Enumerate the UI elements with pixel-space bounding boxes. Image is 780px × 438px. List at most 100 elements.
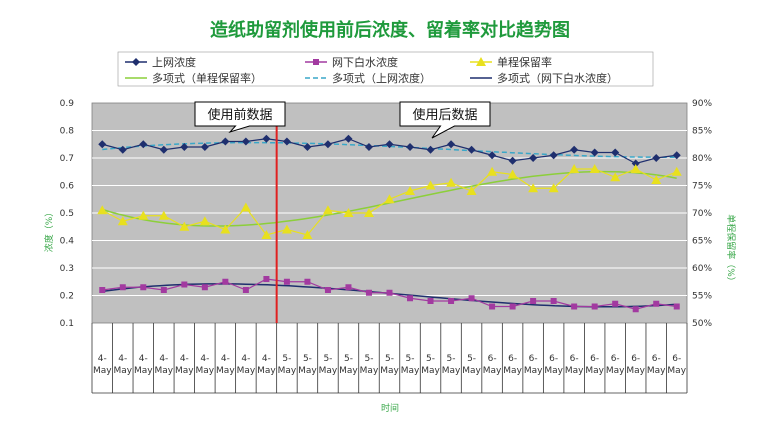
x-tick-label: 6-May [503,354,522,376]
data-point [446,177,457,187]
data-point [221,137,230,146]
data-point [425,180,436,190]
data-point [303,143,312,151]
data-point [240,202,251,212]
legend-box [117,51,654,87]
data-point [313,59,319,65]
data-point [242,287,249,293]
data-point [448,298,455,304]
data-point [466,186,477,195]
data-point [671,166,682,176]
data-point [158,210,169,220]
data-point [200,143,209,151]
data-point [261,230,272,239]
x-tick-label: 4-May [155,354,174,376]
x-tick-label: 6-May [667,354,686,376]
y-axis-left-ticks: 0.1 0.2 0.3 0.4 0.5 0.6 0.7 0.8 0.9 [60,99,75,329]
data-point [140,284,147,291]
data-point [324,287,331,293]
data-point [384,194,395,204]
data-point [222,278,229,285]
data-point [201,284,208,291]
data-point [589,164,600,173]
data-point [550,298,557,304]
data-point [386,289,393,296]
data-point [304,278,311,285]
y-axis-right-ticks: 50% 55% 60% 65% 70% 75% 80% 85% 90% [692,99,712,329]
data-point [119,284,126,291]
data-point [507,169,518,179]
y-tick-left: 0.7 [60,154,74,164]
data-point [631,159,640,168]
x-axis-title: 时间 [381,402,399,414]
legend-entry: 多项式（上网浓度） [305,71,431,85]
data-point [652,154,661,162]
x-tick-label: 5-May [380,354,399,376]
legend-entry: 多项式（单程保留率） [125,71,262,85]
legend-entry: 单程保留率 [470,55,552,69]
data-point [199,216,210,226]
x-tick-label: 5-May [298,354,317,376]
data-point [549,151,558,160]
x-tick-label: 5-May [278,354,297,376]
legend-entry: 网下白水浓度 [305,55,398,69]
data-point [99,287,106,293]
data-point [632,306,639,313]
data-point [344,134,353,143]
legend-label: 多项式（上网浓度） [332,71,431,85]
data-point [672,151,681,160]
data-point [181,281,188,288]
data-point [160,287,167,293]
data-point [345,284,352,291]
data-point [405,186,416,195]
data-point [282,137,291,146]
data-point [139,140,148,149]
callout-box: 使用后数据 [399,101,491,139]
data-point [467,145,476,154]
data-point [117,216,128,226]
data-point [509,303,516,310]
x-tick-label: 4-May [93,354,112,376]
data-point [611,148,620,157]
series-diamond [98,134,681,168]
y-tick-right: 90% [692,99,712,109]
data-point [508,156,517,165]
data-point [530,298,537,304]
x-tick-label: 5-May [401,354,420,376]
data-point [364,143,373,151]
y-tick-right: 50% [692,319,712,329]
chart-title: 造纸助留剂使用前后浓度、留着率对比趋势图 [210,19,570,41]
y-axis-left-title: 浓度（%） [43,208,55,253]
legend-label: 上网浓度 [152,55,196,69]
series-square [99,276,680,313]
data-point [569,164,580,173]
legend-label: 单程保留率 [497,55,552,69]
data-point [385,140,394,149]
callouts: 使用前数据 使用后数据 [194,101,491,139]
callout-shape [399,101,491,139]
data-point [487,166,498,176]
data-point [610,172,621,182]
data-point [241,137,250,146]
data-point [489,303,496,310]
callout-text: 使用前数据 [207,107,272,123]
y-tick-right: 80% [692,154,712,164]
series-triangle [97,164,682,239]
data-point [132,58,140,66]
data-point [612,300,619,307]
data-point [590,148,599,157]
data-point [653,300,660,307]
x-tick-label: 5-May [421,354,440,376]
data-point [138,210,149,220]
y-tick-right: 70% [692,209,712,219]
y-tick-right: 55% [692,292,712,302]
x-tick-label: 6-May [565,354,584,376]
x-tick-label: 6-May [544,354,563,376]
data-point [447,140,456,149]
x-tick-label: 6-May [647,354,666,376]
data-point [570,145,579,154]
x-tick-label: 4-May [216,354,235,376]
